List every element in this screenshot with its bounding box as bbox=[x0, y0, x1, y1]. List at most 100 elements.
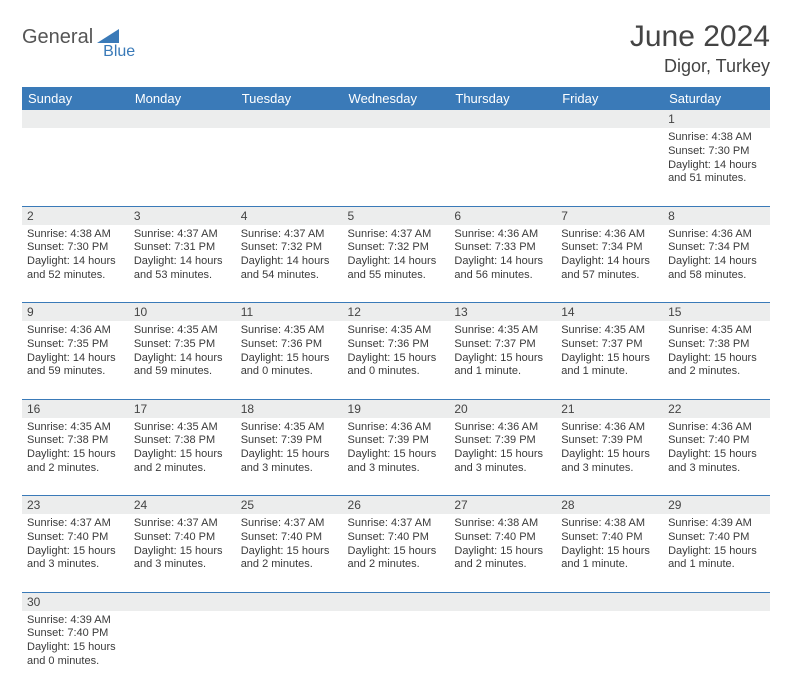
day-number-cell: 21 bbox=[556, 399, 663, 418]
day-cell: Sunrise: 4:37 AMSunset: 7:40 PMDaylight:… bbox=[22, 514, 129, 592]
weekday-header: Saturday bbox=[663, 87, 770, 110]
day-cell: Sunrise: 4:36 AMSunset: 7:39 PMDaylight:… bbox=[449, 418, 556, 496]
day-number-cell: 20 bbox=[449, 399, 556, 418]
day-cell: Sunrise: 4:38 AMSunset: 7:40 PMDaylight:… bbox=[449, 514, 556, 592]
day-details: Sunrise: 4:35 AMSunset: 7:37 PMDaylight:… bbox=[561, 324, 658, 379]
day-number-cell bbox=[556, 592, 663, 611]
day-number-cell: 27 bbox=[449, 496, 556, 515]
day-number-cell bbox=[236, 110, 343, 128]
day-number-cell: 12 bbox=[343, 303, 450, 322]
day-number-cell: 25 bbox=[236, 496, 343, 515]
day-number-cell bbox=[129, 110, 236, 128]
day-cell: Sunrise: 4:36 AMSunset: 7:39 PMDaylight:… bbox=[556, 418, 663, 496]
calendar-body: 1Sunrise: 4:38 AMSunset: 7:30 PMDaylight… bbox=[22, 110, 770, 689]
day-cell: Sunrise: 4:39 AMSunset: 7:40 PMDaylight:… bbox=[22, 611, 129, 689]
day-details: Sunrise: 4:35 AMSunset: 7:38 PMDaylight:… bbox=[668, 324, 765, 379]
day-cell: Sunrise: 4:36 AMSunset: 7:33 PMDaylight:… bbox=[449, 225, 556, 303]
day-number-cell: 8 bbox=[663, 206, 770, 225]
day-cell bbox=[343, 611, 450, 689]
day-number-cell: 5 bbox=[343, 206, 450, 225]
day-number-cell: 24 bbox=[129, 496, 236, 515]
day-number-cell: 23 bbox=[22, 496, 129, 515]
day-number-cell bbox=[449, 110, 556, 128]
day-details: Sunrise: 4:35 AMSunset: 7:39 PMDaylight:… bbox=[241, 421, 338, 476]
day-cell bbox=[129, 128, 236, 206]
header: General Blue June 2024 Digor, Turkey bbox=[22, 20, 770, 77]
day-number-cell bbox=[236, 592, 343, 611]
day-content-row: Sunrise: 4:35 AMSunset: 7:38 PMDaylight:… bbox=[22, 418, 770, 496]
day-details: Sunrise: 4:36 AMSunset: 7:39 PMDaylight:… bbox=[348, 421, 445, 476]
day-details: Sunrise: 4:38 AMSunset: 7:30 PMDaylight:… bbox=[27, 228, 124, 283]
day-number-cell bbox=[343, 110, 450, 128]
day-details: Sunrise: 4:36 AMSunset: 7:39 PMDaylight:… bbox=[561, 421, 658, 476]
day-cell: Sunrise: 4:37 AMSunset: 7:32 PMDaylight:… bbox=[236, 225, 343, 303]
day-cell: Sunrise: 4:35 AMSunset: 7:37 PMDaylight:… bbox=[449, 321, 556, 399]
day-details: Sunrise: 4:39 AMSunset: 7:40 PMDaylight:… bbox=[27, 614, 124, 669]
day-cell bbox=[236, 128, 343, 206]
day-cell: Sunrise: 4:36 AMSunset: 7:34 PMDaylight:… bbox=[556, 225, 663, 303]
day-number-cell: 29 bbox=[663, 496, 770, 515]
day-details: Sunrise: 4:35 AMSunset: 7:38 PMDaylight:… bbox=[134, 421, 231, 476]
day-details: Sunrise: 4:38 AMSunset: 7:40 PMDaylight:… bbox=[561, 517, 658, 572]
day-number-row: 23242526272829 bbox=[22, 496, 770, 515]
day-number-cell: 19 bbox=[343, 399, 450, 418]
day-number-cell: 7 bbox=[556, 206, 663, 225]
day-number-cell: 18 bbox=[236, 399, 343, 418]
day-number-cell: 14 bbox=[556, 303, 663, 322]
day-cell bbox=[236, 611, 343, 689]
day-number-cell bbox=[449, 592, 556, 611]
location: Digor, Turkey bbox=[630, 56, 770, 77]
day-cell: Sunrise: 4:36 AMSunset: 7:34 PMDaylight:… bbox=[663, 225, 770, 303]
day-number-cell: 4 bbox=[236, 206, 343, 225]
calendar-table: SundayMondayTuesdayWednesdayThursdayFrid… bbox=[22, 87, 770, 689]
day-number-cell: 1 bbox=[663, 110, 770, 128]
day-cell: Sunrise: 4:37 AMSunset: 7:32 PMDaylight:… bbox=[343, 225, 450, 303]
day-number-cell: 13 bbox=[449, 303, 556, 322]
day-cell: Sunrise: 4:38 AMSunset: 7:30 PMDaylight:… bbox=[663, 128, 770, 206]
day-cell: Sunrise: 4:37 AMSunset: 7:31 PMDaylight:… bbox=[129, 225, 236, 303]
day-details: Sunrise: 4:35 AMSunset: 7:36 PMDaylight:… bbox=[348, 324, 445, 379]
day-number-cell bbox=[129, 592, 236, 611]
day-cell: Sunrise: 4:38 AMSunset: 7:30 PMDaylight:… bbox=[22, 225, 129, 303]
day-details: Sunrise: 4:36 AMSunset: 7:35 PMDaylight:… bbox=[27, 324, 124, 379]
day-number-cell: 22 bbox=[663, 399, 770, 418]
day-content-row: Sunrise: 4:37 AMSunset: 7:40 PMDaylight:… bbox=[22, 514, 770, 592]
day-cell: Sunrise: 4:36 AMSunset: 7:40 PMDaylight:… bbox=[663, 418, 770, 496]
day-cell: Sunrise: 4:36 AMSunset: 7:39 PMDaylight:… bbox=[343, 418, 450, 496]
day-number-cell: 16 bbox=[22, 399, 129, 418]
day-number-cell bbox=[22, 110, 129, 128]
day-number-cell: 6 bbox=[449, 206, 556, 225]
day-content-row: Sunrise: 4:38 AMSunset: 7:30 PMDaylight:… bbox=[22, 225, 770, 303]
day-details: Sunrise: 4:35 AMSunset: 7:36 PMDaylight:… bbox=[241, 324, 338, 379]
day-cell: Sunrise: 4:37 AMSunset: 7:40 PMDaylight:… bbox=[129, 514, 236, 592]
day-number-cell bbox=[343, 592, 450, 611]
day-content-row: Sunrise: 4:36 AMSunset: 7:35 PMDaylight:… bbox=[22, 321, 770, 399]
day-details: Sunrise: 4:36 AMSunset: 7:34 PMDaylight:… bbox=[561, 228, 658, 283]
day-cell bbox=[556, 611, 663, 689]
day-details: Sunrise: 4:35 AMSunset: 7:38 PMDaylight:… bbox=[27, 421, 124, 476]
day-cell bbox=[663, 611, 770, 689]
day-number-cell: 9 bbox=[22, 303, 129, 322]
day-cell bbox=[129, 611, 236, 689]
day-number-cell: 2 bbox=[22, 206, 129, 225]
day-cell: Sunrise: 4:35 AMSunset: 7:38 PMDaylight:… bbox=[22, 418, 129, 496]
day-details: Sunrise: 4:37 AMSunset: 7:31 PMDaylight:… bbox=[134, 228, 231, 283]
day-details: Sunrise: 4:37 AMSunset: 7:32 PMDaylight:… bbox=[241, 228, 338, 283]
day-cell bbox=[449, 611, 556, 689]
day-cell: Sunrise: 4:39 AMSunset: 7:40 PMDaylight:… bbox=[663, 514, 770, 592]
day-number-cell: 3 bbox=[129, 206, 236, 225]
day-cell bbox=[556, 128, 663, 206]
weekday-header: Monday bbox=[129, 87, 236, 110]
weekday-header-row: SundayMondayTuesdayWednesdayThursdayFrid… bbox=[22, 87, 770, 110]
day-details: Sunrise: 4:37 AMSunset: 7:40 PMDaylight:… bbox=[241, 517, 338, 572]
day-number-row: 30 bbox=[22, 592, 770, 611]
day-number-row: 16171819202122 bbox=[22, 399, 770, 418]
day-cell: Sunrise: 4:35 AMSunset: 7:37 PMDaylight:… bbox=[556, 321, 663, 399]
logo-text-blue: Blue bbox=[103, 43, 135, 61]
day-number-row: 9101112131415 bbox=[22, 303, 770, 322]
day-cell: Sunrise: 4:35 AMSunset: 7:39 PMDaylight:… bbox=[236, 418, 343, 496]
day-number-cell: 10 bbox=[129, 303, 236, 322]
day-details: Sunrise: 4:39 AMSunset: 7:40 PMDaylight:… bbox=[668, 517, 765, 572]
day-number-cell: 26 bbox=[343, 496, 450, 515]
day-cell: Sunrise: 4:35 AMSunset: 7:35 PMDaylight:… bbox=[129, 321, 236, 399]
